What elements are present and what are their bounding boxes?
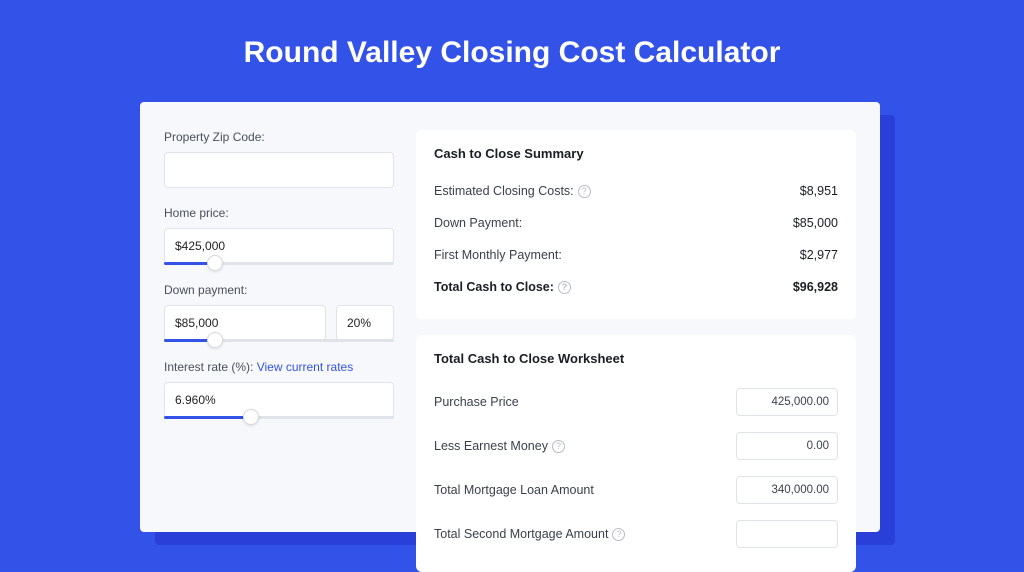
worksheet-title: Total Cash to Close Worksheet xyxy=(434,351,838,366)
worksheet-row-earnest-money: Less Earnest Money ? xyxy=(434,424,838,468)
worksheet-input[interactable] xyxy=(736,476,838,504)
calculator-card: Property Zip Code: Home price: Down paym… xyxy=(140,102,880,532)
worksheet-label: Purchase Price xyxy=(434,395,519,409)
zip-field-group: Property Zip Code: xyxy=(164,130,394,188)
zip-label: Property Zip Code: xyxy=(164,130,394,144)
worksheet-card: Total Cash to Close Worksheet Purchase P… xyxy=(416,335,856,572)
down-payment-group: Down payment: xyxy=(164,283,394,342)
worksheet-row-loan-amount: Total Mortgage Loan Amount xyxy=(434,468,838,512)
help-icon[interactable]: ? xyxy=(578,185,591,198)
interest-rate-label: Interest rate (%): View current rates xyxy=(164,360,394,374)
help-icon[interactable]: ? xyxy=(612,528,625,541)
summary-total-label: Total Cash to Close: xyxy=(434,280,554,294)
home-price-slider[interactable] xyxy=(164,262,394,265)
worksheet-input[interactable] xyxy=(736,388,838,416)
page-title: Round Valley Closing Cost Calculator xyxy=(0,0,1024,96)
down-payment-slider[interactable] xyxy=(164,339,394,342)
summary-label: Down Payment: xyxy=(434,216,522,230)
summary-row-down-payment: Down Payment: $85,000 xyxy=(434,207,838,239)
summary-value: $2,977 xyxy=(800,248,838,262)
summary-row-first-payment: First Monthly Payment: $2,977 xyxy=(434,239,838,271)
results-column: Cash to Close Summary Estimated Closing … xyxy=(416,130,856,504)
worksheet-label: Less Earnest Money xyxy=(434,439,548,453)
down-payment-label: Down payment: xyxy=(164,283,394,297)
worksheet-input[interactable] xyxy=(736,432,838,460)
worksheet-row-purchase-price: Purchase Price xyxy=(434,380,838,424)
down-payment-pct-input[interactable] xyxy=(336,305,394,341)
home-price-input[interactable] xyxy=(164,228,394,264)
help-icon[interactable]: ? xyxy=(558,281,571,294)
summary-row-total: Total Cash to Close: ? $96,928 xyxy=(434,271,838,303)
summary-row-closing-costs: Estimated Closing Costs: ? $8,951 xyxy=(434,175,838,207)
inputs-column: Property Zip Code: Home price: Down paym… xyxy=(164,130,394,504)
home-price-label: Home price: xyxy=(164,206,394,220)
summary-value: $85,000 xyxy=(793,216,838,230)
worksheet-input[interactable] xyxy=(736,520,838,548)
down-payment-input[interactable] xyxy=(164,305,326,341)
summary-label: First Monthly Payment: xyxy=(434,248,562,262)
worksheet-row-second-mortgage: Total Second Mortgage Amount ? xyxy=(434,512,838,556)
worksheet-label: Total Mortgage Loan Amount xyxy=(434,483,594,497)
summary-total-value: $96,928 xyxy=(793,280,838,294)
help-icon[interactable]: ? xyxy=(552,440,565,453)
interest-rate-group: Interest rate (%): View current rates xyxy=(164,360,394,419)
summary-label: Estimated Closing Costs: xyxy=(434,184,574,198)
summary-title: Cash to Close Summary xyxy=(434,146,838,161)
summary-value: $8,951 xyxy=(800,184,838,198)
zip-input[interactable] xyxy=(164,152,394,188)
view-rates-link[interactable]: View current rates xyxy=(257,360,354,374)
home-price-group: Home price: xyxy=(164,206,394,265)
interest-rate-slider[interactable] xyxy=(164,416,394,419)
summary-card: Cash to Close Summary Estimated Closing … xyxy=(416,130,856,319)
interest-rate-input[interactable] xyxy=(164,382,394,418)
worksheet-label: Total Second Mortgage Amount xyxy=(434,527,608,541)
interest-rate-label-text: Interest rate (%): xyxy=(164,360,253,374)
